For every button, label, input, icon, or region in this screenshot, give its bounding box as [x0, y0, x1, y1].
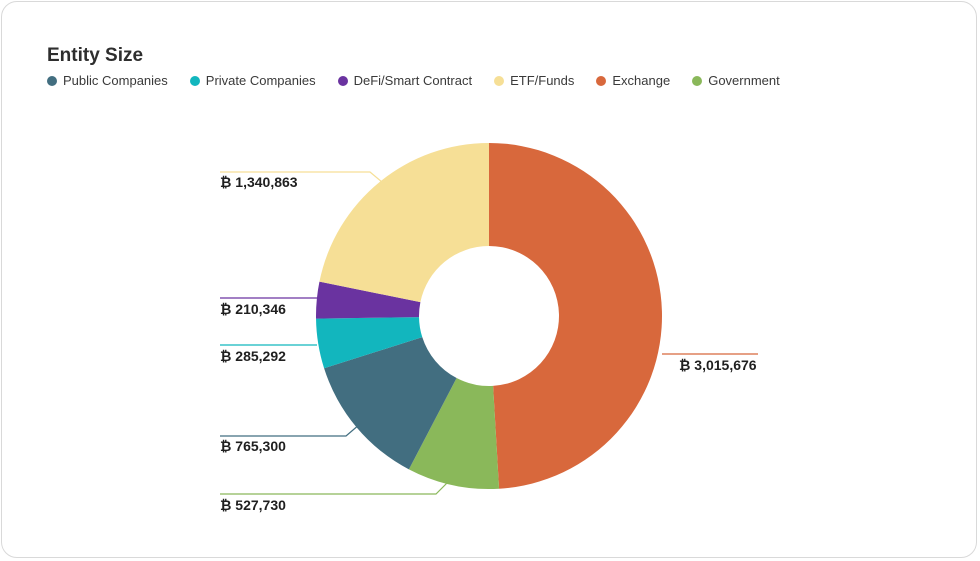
- legend-label-defi-smart-contract: DeFi/Smart Contract: [353, 73, 473, 88]
- value-label-private-companies: ₿ 285,292: [220, 348, 286, 364]
- leader-lines: [220, 171, 758, 495]
- value-label-public-companies: ₿ 765,300: [220, 438, 286, 454]
- value-label-exchange: ₿ 3,015,676: [679, 357, 757, 373]
- legend-item-exchange[interactable]: Exchange: [596, 73, 670, 88]
- legend-label-exchange: Exchange: [612, 73, 671, 88]
- legend-item-private-companies[interactable]: Private Companies: [189, 73, 316, 88]
- donut-slices: [316, 143, 662, 489]
- leader-line-government: [220, 477, 453, 495]
- legend-item-etf-funds[interactable]: ETF/Funds: [494, 73, 574, 88]
- legend-item-government[interactable]: Government: [692, 73, 780, 88]
- legend-label-government: Government: [708, 73, 780, 88]
- leader-line-public-companies: [220, 423, 361, 437]
- legend-swatch-etf-funds: [494, 75, 505, 86]
- donut-slice-etf-funds[interactable]: [319, 143, 489, 303]
- value-label-etf-funds: ₿ 1,340,863: [220, 174, 298, 190]
- legend-swatch-defi-smart-contract: [337, 75, 348, 86]
- chart-title: Entity Size: [47, 45, 144, 66]
- chart-legend: Public Companies Private Companies DeFi/…: [47, 73, 780, 88]
- value-labels: ₿ 3,015,676 ₿ 527,730 ₿ 765,300 ₿ 285,292 ₿ …: [220, 174, 757, 513]
- legend-item-public-companies[interactable]: Public Companies: [47, 73, 168, 88]
- legend-label-etf-funds: ETF/Funds: [510, 73, 575, 88]
- legend-swatch-exchange: [596, 75, 607, 86]
- donut-slice-exchange[interactable]: [489, 143, 662, 489]
- value-label-government: ₿ 527,730: [220, 497, 286, 513]
- donut-slice-government[interactable]: [408, 378, 500, 489]
- legend-label-private-companies: Private Companies: [205, 73, 316, 88]
- donut-slice-defi-smart-contract[interactable]: [316, 281, 421, 319]
- leader-line-etf-funds: [220, 171, 383, 183]
- donut-slice-private-companies[interactable]: [316, 317, 423, 369]
- legend-swatch-public-companies: [47, 75, 57, 86]
- value-label-defi-smart-contract: ₿ 210,346: [220, 301, 286, 317]
- legend-swatch-private-companies: [189, 75, 200, 86]
- legend-item-defi-smart-contract[interactable]: DeFi/Smart Contract: [337, 73, 473, 88]
- legend-swatch-government: [692, 75, 703, 86]
- legend-label-public-companies: Public Companies: [63, 73, 168, 88]
- donut-slice-public-companies[interactable]: [324, 337, 457, 470]
